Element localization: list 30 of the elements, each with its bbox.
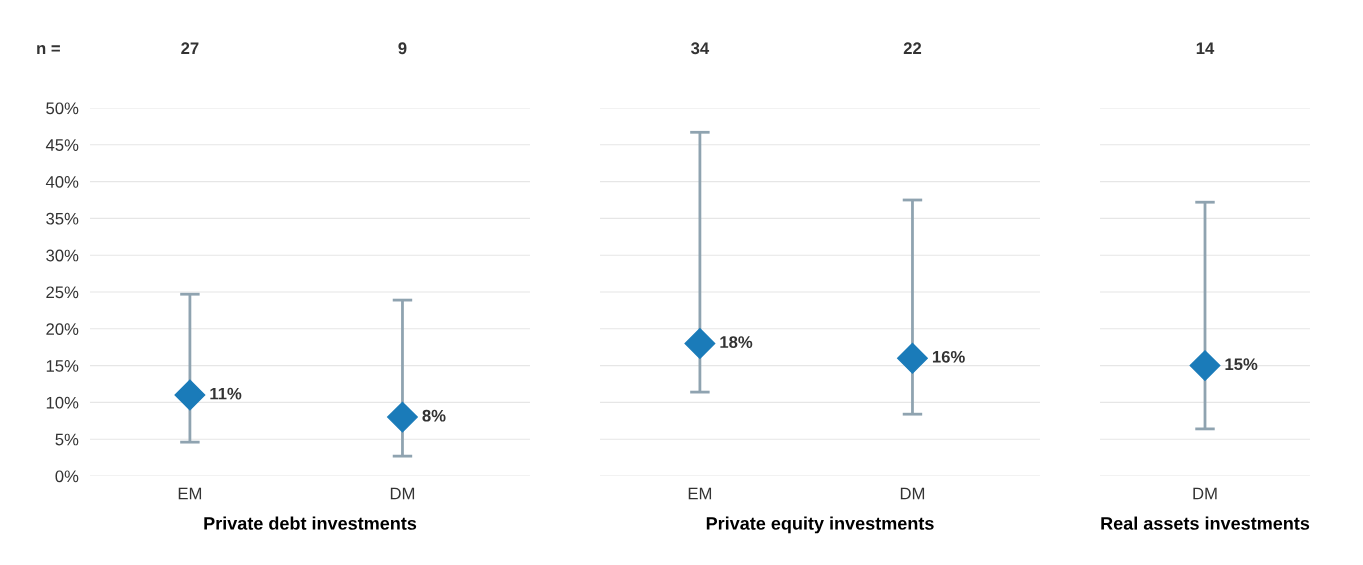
text: n =: [37, 45, 60, 54]
y-tick-label: 20%: [46, 323, 79, 335]
y-tick-label: 25%: [46, 286, 79, 299]
y-tick-label: 35%: [46, 212, 79, 225]
y-tick-label: 50%: [46, 102, 79, 115]
x-tick-label: DM: [390, 487, 415, 500]
text: 8%: [422, 409, 446, 422]
y-tick-label: 45%: [45, 139, 79, 151]
text: 14: [1196, 42, 1215, 54]
x-tick-label: DM: [1193, 487, 1217, 500]
y-tick-label: 15%: [46, 360, 79, 372]
text: 9: [398, 42, 407, 55]
x-axis-title: Private equity investments: [706, 516, 934, 534]
text: 34: [691, 42, 710, 55]
y-tick-label: 5%: [55, 433, 79, 446]
y-tick-label: 40%: [45, 176, 79, 188]
text: 11%: [210, 387, 242, 400]
x-axis-title: Real assets investments: [1101, 516, 1310, 530]
text: 16%: [932, 350, 965, 363]
x-tick-label: DM: [900, 487, 925, 500]
x-tick-label: EM: [178, 487, 202, 500]
x-axis-title: Private debt investments: [204, 516, 417, 530]
x-tick-label: EM: [688, 487, 712, 500]
text: 18%: [720, 336, 753, 348]
text: 22: [903, 42, 922, 54]
text: 15%: [1225, 358, 1258, 371]
y-tick-label: 30%: [46, 249, 79, 262]
y-tick-label: 10%: [46, 396, 79, 409]
y-tick-label: 0%: [55, 470, 79, 483]
text: 27: [181, 42, 199, 54]
